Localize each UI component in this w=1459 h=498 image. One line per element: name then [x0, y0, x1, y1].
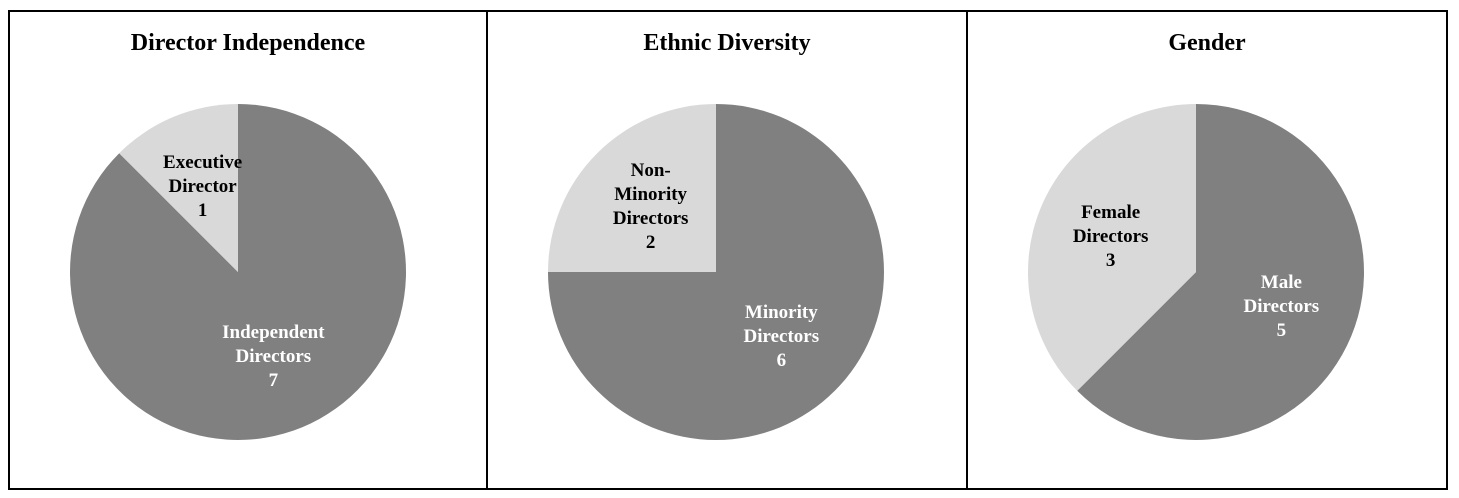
- chart-title: Ethnic Diversity: [643, 30, 811, 56]
- pie-slice: [1028, 104, 1196, 391]
- category-label: Independent Directors: [222, 322, 325, 368]
- slice-label: Independent Directors 7: [218, 321, 328, 393]
- pie-slice: [548, 104, 716, 272]
- pie: [1028, 104, 1364, 441]
- chart-title: Director Independence: [130, 30, 366, 56]
- chart-panel: Male Directors 5 Female Directors 3 Gender: [968, 10, 1448, 490]
- value-label: 6: [776, 350, 787, 372]
- pie-slice: [1077, 104, 1364, 441]
- pie-slice: [119, 104, 238, 272]
- slice-label: Female Directors 3: [1056, 201, 1166, 273]
- pie-slice: [69, 104, 406, 441]
- slice-label: Minority Directors 6: [726, 301, 836, 373]
- category-label: Minority Directors: [743, 302, 820, 348]
- slice-label: Male Directors 5: [1226, 271, 1336, 343]
- category-label: Male Directors: [1243, 272, 1320, 318]
- category-label: Non-Minority Directors: [612, 159, 689, 229]
- value-label: 7: [268, 370, 279, 392]
- category-label: Executive Director: [163, 151, 243, 197]
- pie: [69, 104, 406, 441]
- value-label: 1: [197, 199, 208, 221]
- slice-label: Executive Director 1: [148, 151, 258, 223]
- chart-panel: Minority Directors 6 Non-Minority Director…: [488, 10, 968, 490]
- chart-panel: Independent Directors 7 Executive Director…: [8, 10, 488, 490]
- slice-label: Non-Minority Directors 2: [596, 159, 706, 255]
- value-label: 5: [1276, 320, 1287, 342]
- category-label: Female Directors: [1072, 201, 1149, 247]
- pie: [548, 104, 884, 440]
- chart-title: Gender: [1168, 30, 1246, 56]
- value-label: 3: [1105, 249, 1116, 271]
- value-label: 2: [645, 231, 656, 253]
